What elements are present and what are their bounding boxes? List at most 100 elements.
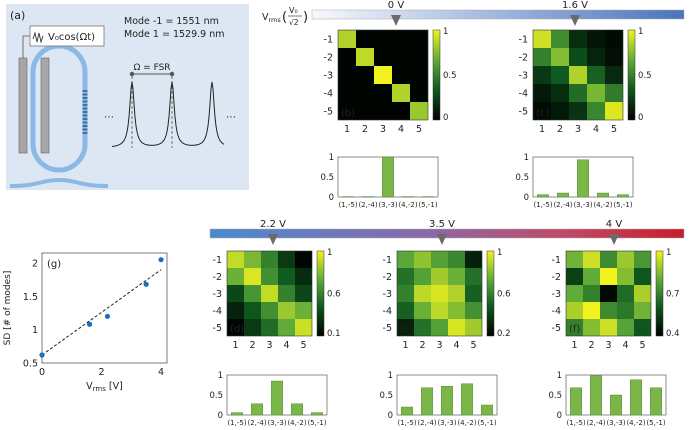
heatmap-frame: [565, 250, 652, 337]
heatmap-cell: [465, 285, 482, 302]
heatmap-cell: [465, 251, 482, 268]
bar-category-label: (2,-4): [586, 419, 605, 427]
scatter-frame: [41, 252, 168, 364]
heatmap-col-label: 2: [557, 124, 563, 135]
bar-category-label: (1,-5): [533, 201, 552, 209]
colorbar-tick-label: 0.7: [666, 290, 680, 300]
sqrt2-denominator: √2: [289, 18, 299, 27]
heatmap-cell: [605, 66, 623, 84]
spectrum-ellipsis-left: ⋯: [104, 112, 114, 123]
ac-source-icon: [32, 31, 44, 44]
heatmap-cell: [465, 319, 482, 336]
heatmap-col-label: 1: [344, 124, 350, 135]
heatmap-cell: [583, 268, 600, 285]
heatmap-cell: [278, 268, 295, 285]
bar-y-tick-label: 0.5: [209, 391, 223, 401]
heatmap-cell: [533, 48, 551, 66]
heatmap-cell: [448, 285, 465, 302]
data-point: [143, 281, 149, 287]
heatmap-cell: [244, 251, 261, 268]
heatmap-cell: [295, 285, 312, 302]
heatmap-cell: [551, 30, 569, 48]
heatmap-cell: [617, 302, 634, 319]
marker-0v-label: 0 V: [388, 0, 405, 11]
scatter-y-tick-label: 2: [32, 259, 38, 270]
heatmap-cell: [295, 319, 312, 336]
bar-category-label: (5,-1): [613, 201, 632, 209]
heatmap-row-label: -4: [552, 306, 561, 317]
heatmap-cell: [465, 302, 482, 319]
heatmap-cell: [356, 30, 374, 48]
bar-y-tick-label: 0: [388, 411, 393, 421]
heatmap-row-label: -5: [552, 323, 561, 334]
bar-category-label: (5,-1): [646, 419, 665, 427]
heatmap-cell: [551, 48, 569, 66]
bar-category-label: (1,-5): [566, 419, 585, 427]
bar: [311, 412, 324, 416]
heatmap-cell: [278, 302, 295, 319]
heatmap-cell: [244, 285, 261, 302]
bar: [230, 412, 243, 416]
heatmap-frame: [532, 29, 624, 121]
heatmap-cell: [397, 251, 414, 268]
panel-g-label: (g): [47, 259, 61, 270]
heatmap-cell: [227, 251, 244, 268]
heatmap-cell: [600, 285, 617, 302]
bar-y-tick-label: 1: [218, 371, 223, 381]
bar: [570, 387, 583, 416]
bar-category-label: (4,-2): [287, 419, 306, 427]
scatter-y-tick-label: 0.5: [23, 359, 38, 370]
heatmap-cell: [261, 302, 278, 319]
heatmap-cell: [587, 102, 605, 120]
heatmap-cell: [634, 302, 651, 319]
heatmap-cell: [431, 251, 448, 268]
heatmap-col-label: 2: [588, 340, 594, 351]
heatmap-cell: [374, 48, 392, 66]
bar-chart-c: (1,-5) (2,-4) (3,-3) (4,-2) (5,-1) 1 0.5 0: [515, 153, 634, 209]
bar: [382, 156, 395, 198]
heatmap-col-label: 2: [249, 340, 255, 351]
colorbar-tick-label: 0.1: [327, 329, 341, 339]
heatmap-cell: [410, 66, 428, 84]
heatmap-frame: [226, 250, 313, 337]
fsr-annotation: Ω = FSR: [129, 63, 175, 148]
bar: [441, 386, 454, 416]
heatmap-cell: [338, 102, 356, 120]
heatmap-cell: [261, 268, 278, 285]
heatmap-cell: [566, 302, 583, 319]
bar-y-tick-label: 0: [329, 193, 334, 203]
heatmap-cell: [410, 30, 428, 48]
heatmap-cell: [295, 302, 312, 319]
heatmap-panel-label: (b): [341, 108, 355, 119]
heatmap-panel-label: (c): [536, 108, 549, 119]
bar-y-tick-label: 1: [388, 371, 393, 381]
heatmap-cell: [414, 319, 431, 336]
colorbar-tick-label: 0: [443, 113, 448, 123]
heatmap-cell: [533, 84, 551, 102]
heatmap-d: -1-2-3-4-51 2 3 4 5(d)10.60.1: [213, 248, 341, 351]
heatmap-cell: [566, 285, 583, 302]
heatmap-frame: [396, 250, 483, 337]
bar-category-label: (4,-2): [626, 419, 645, 427]
colorbar-tick-label: 0.4: [666, 329, 680, 339]
bar-category-label: (3,-3): [378, 201, 397, 209]
bar-category-label: (4,-2): [398, 201, 417, 209]
heatmap-cell: [392, 84, 410, 102]
marker-2.2v: [268, 234, 278, 245]
heatmap-b: -1 -2 -3 -4 -5 1 2 3 4 5 (b) 1 0.5 0: [324, 27, 457, 135]
heatmap-cell: [634, 268, 651, 285]
heatmap-cell: [605, 48, 623, 66]
heatmap-cell: [448, 319, 465, 336]
bar-category-label: (4,-2): [457, 419, 476, 427]
bar-category-label: (5,-1): [418, 201, 437, 209]
panel-a: (a) V₀cos(Ωt) Mode -1 = 1551 nm Mode 1 =…: [6, 4, 249, 190]
heatmap-row-label: -2: [324, 53, 333, 64]
vrms-label: Vrms: [262, 12, 281, 24]
data-point: [104, 313, 111, 319]
bottom-gradient-bar: [209, 228, 685, 239]
heatmap-cell: [600, 302, 617, 319]
heatmap-e: -1-2-3-4-51 2 3 4 5(e)10.60.2: [383, 248, 511, 351]
heatmap-cell: [605, 102, 623, 120]
heatmap-row-label: -3: [519, 71, 528, 82]
fsr-label: Ω = FSR: [133, 63, 170, 73]
